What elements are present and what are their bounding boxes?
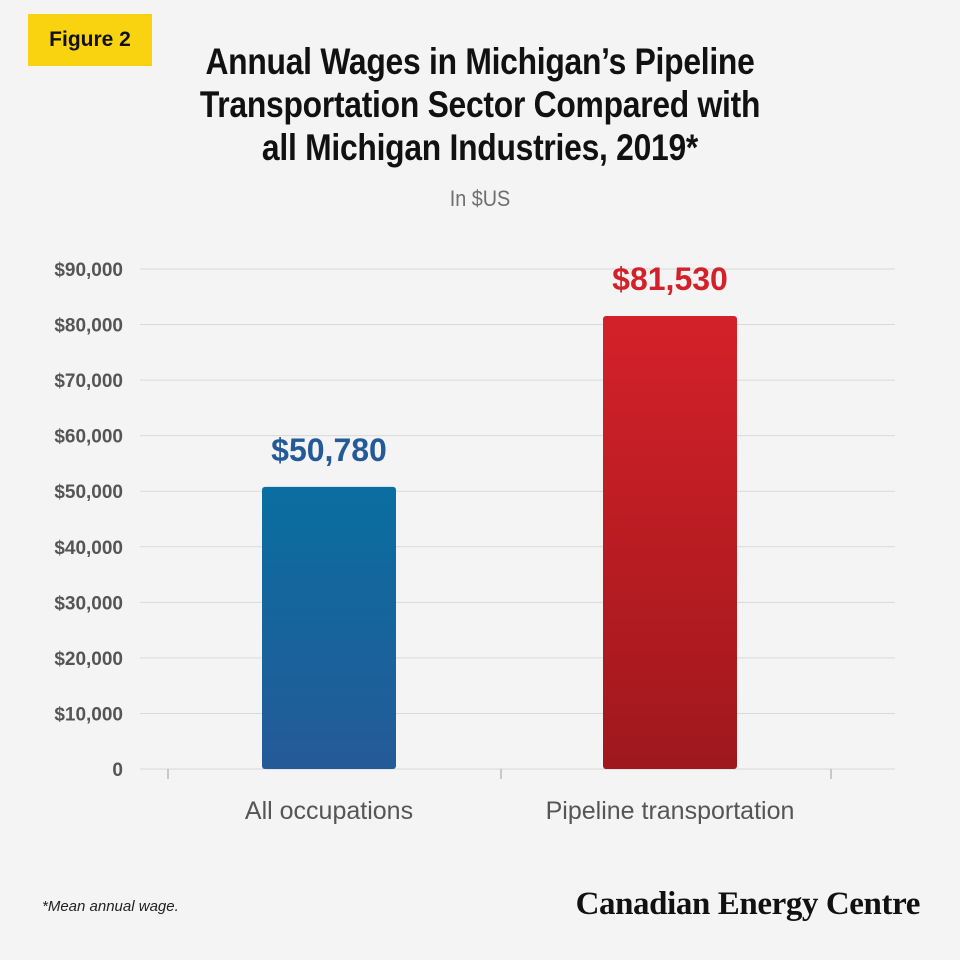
chart-title: Annual Wages in Michigan’s Pipeline Tran… (199, 41, 761, 168)
value-label: $50,780 (271, 432, 387, 468)
y-tick-label: $60,000 (54, 427, 123, 448)
y-tick-label: $80,000 (54, 316, 123, 337)
brand-logo: Canadian Energy Centre (575, 886, 921, 922)
bar-chart: 0 $10,000 $20,000 $30,000 $40,000 $50,000 $60,… (54, 260, 895, 825)
value-label: $81,530 (612, 261, 728, 297)
figure-badge: Figure 2 (28, 14, 152, 66)
y-tick-label: $70,000 (54, 371, 123, 392)
bar-pipeline-transportation (603, 316, 737, 769)
y-tick-label: $40,000 (54, 538, 123, 559)
y-tick-label: 0 (112, 760, 123, 781)
chart-subtitle: In $US (449, 186, 511, 211)
y-tick-label: $50,000 (54, 482, 123, 503)
footnote: *Mean annual wage. (42, 898, 179, 915)
category-label: All occupations (245, 797, 413, 825)
y-tick-label: $10,000 (54, 704, 123, 725)
y-tick-label: $30,000 (54, 593, 123, 614)
category-label: Pipeline transportation (546, 797, 795, 825)
y-tick-label: $90,000 (54, 260, 123, 281)
bar-all-occupations (262, 486, 396, 769)
y-tick-label: $20,000 (54, 649, 123, 670)
